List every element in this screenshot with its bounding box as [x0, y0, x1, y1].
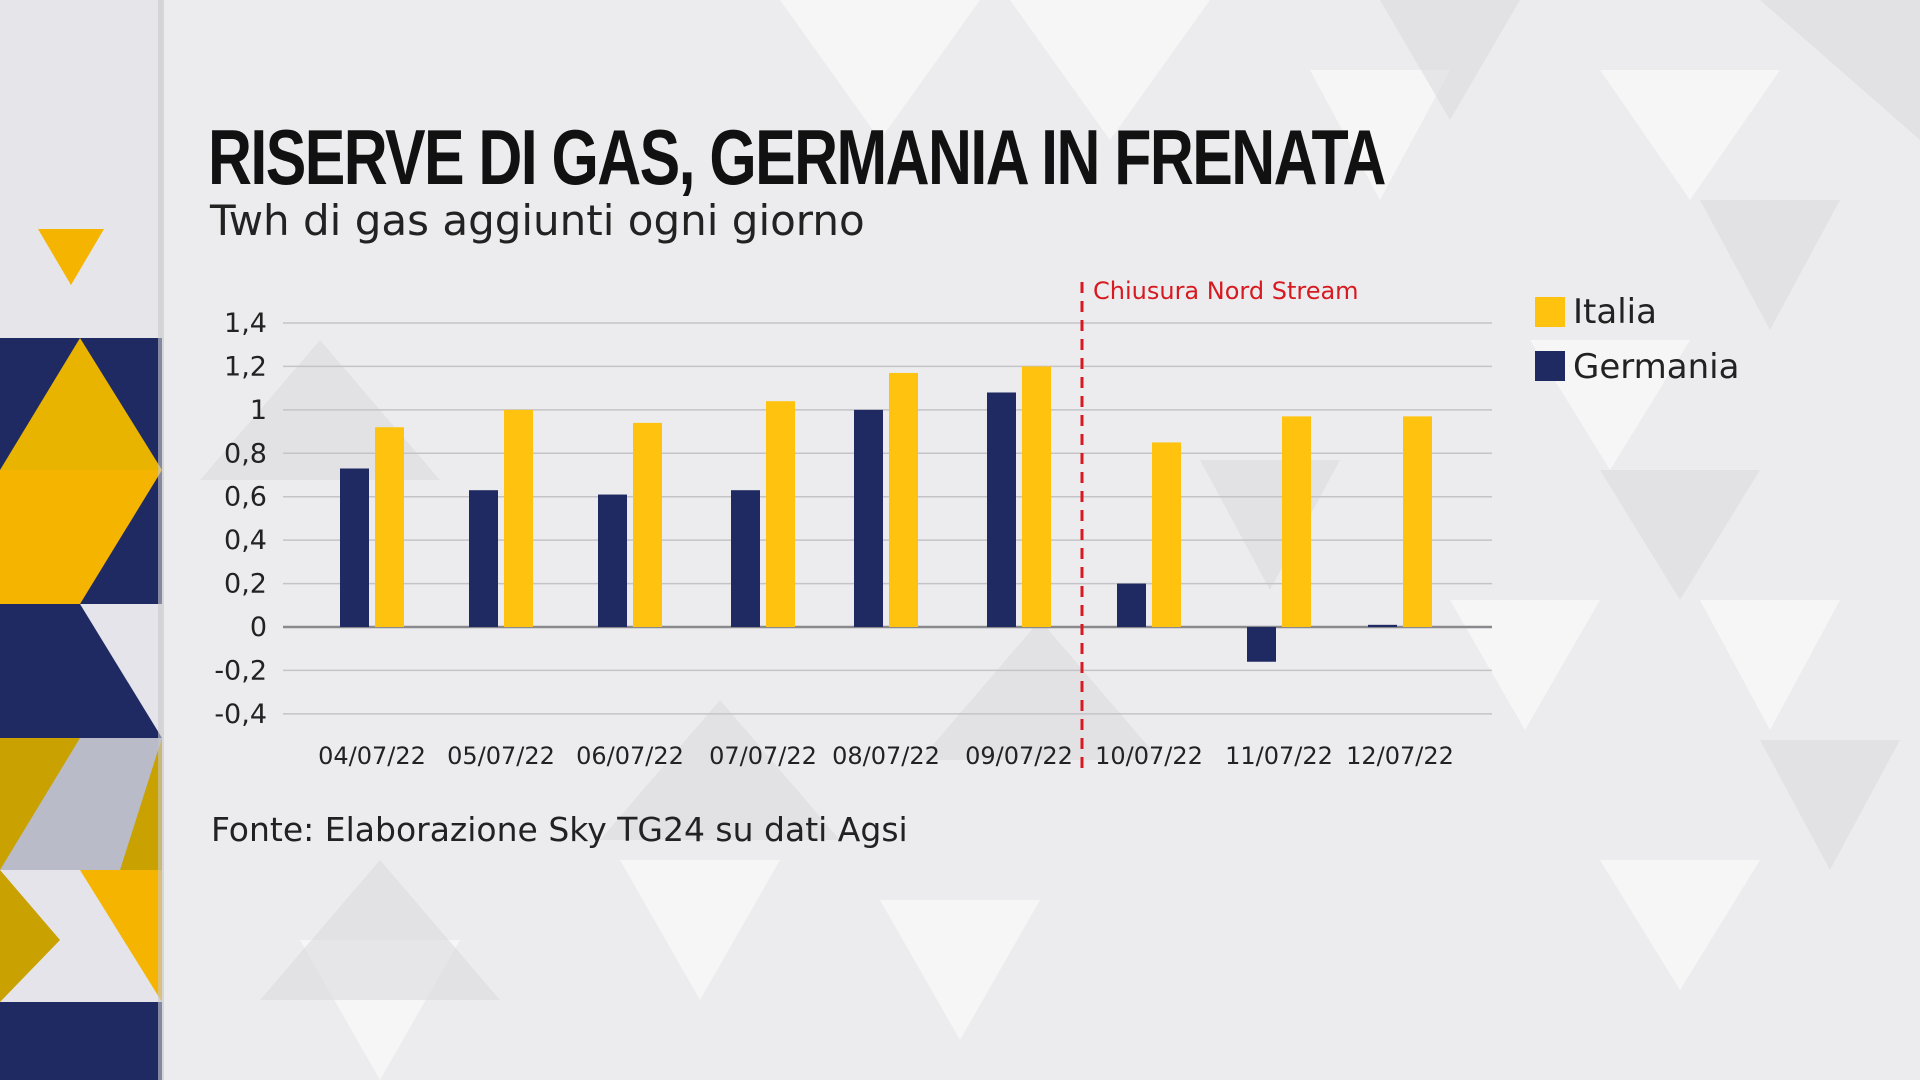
- x-tick-label: 12/07/22: [1346, 742, 1454, 770]
- x-tick-label: 07/07/22: [709, 742, 817, 770]
- x-tick-label: 11/07/22: [1225, 742, 1333, 770]
- bar-italia-11/07/22: [1282, 416, 1311, 627]
- bar-germania-07/07/22: [731, 490, 760, 627]
- bars: [340, 366, 1432, 662]
- bar-italia-08/07/22: [889, 372, 918, 627]
- x-tick-label: 08/07/22: [832, 742, 940, 770]
- y-tick-label: 1,4: [224, 308, 267, 339]
- legend-label-italia: Italia: [1573, 292, 1657, 332]
- y-tick-label: -0,2: [214, 655, 267, 686]
- bar-italia-05/07/22: [504, 409, 533, 627]
- bar-germania-12/07/22: [1368, 624, 1397, 627]
- bar-italia-09/07/22: [1022, 366, 1051, 627]
- y-tick-label: 1: [250, 395, 267, 426]
- y-axis-ticks: 1,4 1,2 1 0,8 0,6 0,4 0,2 0 -0,2 -0,4: [214, 308, 267, 730]
- annotation-label: Chiusura Nord Stream: [1093, 277, 1359, 305]
- bar-germania-09/07/22: [987, 392, 1016, 627]
- y-tick-label: 0,4: [224, 525, 267, 556]
- source-note: Fonte: Elaborazione Sky TG24 su dati Ags…: [211, 810, 908, 849]
- legend-swatch-italia: [1535, 297, 1565, 327]
- left-band: [0, 338, 162, 1080]
- bar-germania-11/07/22: [1247, 627, 1276, 662]
- bar-italia-06/07/22: [633, 422, 662, 627]
- page-title: RISERVE DI GAS, GERMANIA IN FRENATA: [208, 113, 1386, 201]
- y-tick-label: 1,2: [224, 351, 267, 382]
- bar-germania-10/07/22: [1117, 583, 1146, 627]
- bar-italia-12/07/22: [1403, 416, 1432, 627]
- x-tick-label: 06/07/22: [576, 742, 684, 770]
- y-tick-label: 0,2: [224, 569, 267, 600]
- bar-germania-04/07/22: [340, 468, 369, 627]
- bar-italia-04/07/22: [375, 427, 404, 627]
- x-axis-ticks: 04/07/22 05/07/22 06/07/22 07/07/22 08/07/22…: [318, 742, 1454, 770]
- bar-germania-06/07/22: [598, 494, 627, 627]
- bar-italia-07/07/22: [766, 401, 795, 627]
- y-tick-label: -0,4: [214, 699, 267, 730]
- page-subtitle: Twh di gas aggiunti ogni giorno: [210, 196, 865, 245]
- legend: Italia Germania: [1535, 292, 1739, 387]
- bar-italia-10/07/22: [1152, 442, 1181, 627]
- x-tick-label: 05/07/22: [447, 742, 555, 770]
- x-tick-label: 04/07/22: [318, 742, 426, 770]
- y-tick-label: 0: [250, 612, 267, 643]
- bar-germania-08/07/22: [854, 409, 883, 627]
- legend-swatch-germania: [1535, 351, 1565, 381]
- x-tick-label: 10/07/22: [1095, 742, 1203, 770]
- y-tick-label: 0,8: [224, 438, 267, 469]
- y-tick-label: 0,6: [224, 482, 267, 513]
- x-tick-label: 09/07/22: [965, 742, 1073, 770]
- legend-label-germania: Germania: [1573, 347, 1739, 387]
- bar-germania-05/07/22: [469, 490, 498, 627]
